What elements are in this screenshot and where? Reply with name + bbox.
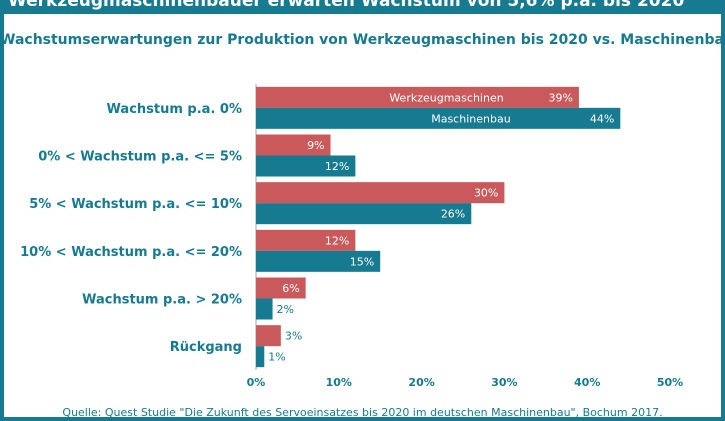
data-label: 9% — [307, 139, 324, 152]
data-label: 3% — [285, 330, 302, 343]
title-bar: Werkzeugmaschinenbauer erwarten Wachstum… — [0, 0, 725, 14]
bar-werkzeugmaschinen — [256, 86, 579, 108]
data-label: 1% — [268, 351, 285, 364]
data-label: 30% — [474, 187, 498, 200]
bar-werkzeugmaschinen — [256, 182, 505, 204]
page-title: Werkzeugmaschinenbauer erwarten Wachstum… — [8, 0, 685, 11]
x-tick-label: 20% — [408, 376, 434, 389]
category-label: Rückgang — [170, 340, 242, 355]
source-note: Quelle: Quest Studie "Die Zukunft des Se… — [62, 406, 663, 419]
legend-series-name: Maschinenbau — [431, 112, 510, 125]
legend-series-name: Werkzeugmaschinen — [389, 91, 503, 104]
bar-maschinenbau — [256, 298, 273, 320]
data-label: 26% — [441, 208, 465, 221]
data-label: 6% — [282, 282, 299, 295]
bar-maschinenbau — [256, 346, 265, 368]
bar-werkzeugmaschinen — [256, 277, 306, 299]
bar-maschinenbau — [256, 155, 356, 177]
chart-title: Wachstumserwartungen zur Produktion von … — [0, 32, 725, 48]
x-tick-label: 10% — [326, 376, 352, 389]
bar-werkzeugmaschinen — [256, 134, 331, 156]
x-tick-label: 0% — [247, 376, 266, 389]
bar-werkzeugmaschinen — [256, 325, 281, 347]
category-label: 5% < Wachstum p.a. <= 10% — [29, 197, 242, 212]
category-label: 10% < Wachstum p.a. <= 20% — [20, 245, 242, 260]
bar-maschinenbau — [256, 250, 381, 272]
bar-maschinenbau — [256, 107, 621, 129]
x-tick-label: 50% — [657, 376, 683, 389]
data-label: 39% — [548, 91, 572, 104]
category-label: 0% < Wachstum p.a. <= 5% — [38, 150, 242, 165]
bar-maschinenbau — [256, 203, 472, 225]
data-label: 44% — [590, 112, 614, 125]
x-tick-label: 40% — [574, 376, 600, 389]
data-label: 15% — [350, 255, 374, 268]
data-label: 12% — [325, 160, 349, 173]
category-label: Wachstum p.a. > 20% — [82, 293, 242, 308]
data-label: 12% — [325, 234, 349, 247]
bar-werkzeugmaschinen — [256, 229, 356, 251]
data-label: 2% — [277, 303, 294, 316]
category-label: Wachstum p.a. 0% — [107, 102, 242, 117]
x-tick-label: 30% — [491, 376, 517, 389]
